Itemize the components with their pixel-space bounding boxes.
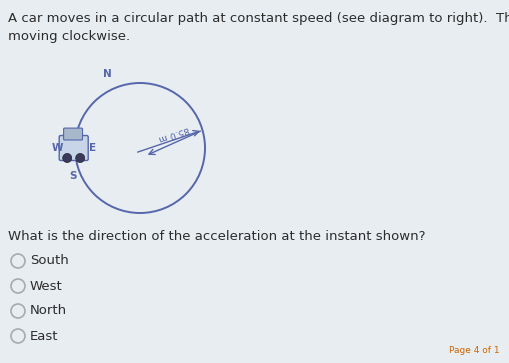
Text: moving clockwise.: moving clockwise. <box>8 30 130 43</box>
Text: South: South <box>30 254 69 268</box>
Text: Page 4 of 1: Page 4 of 1 <box>449 346 500 355</box>
Circle shape <box>63 154 72 163</box>
Text: East: East <box>30 330 59 343</box>
Text: N: N <box>103 69 112 79</box>
Text: What is the direction of the acceleration at the instant shown?: What is the direction of the acceleratio… <box>8 230 426 243</box>
Text: E: E <box>90 143 97 153</box>
FancyBboxPatch shape <box>59 135 88 160</box>
Text: 85.0 m: 85.0 m <box>157 124 190 143</box>
FancyBboxPatch shape <box>64 128 82 140</box>
Text: W: W <box>51 143 63 153</box>
Text: S: S <box>69 171 77 181</box>
Text: West: West <box>30 280 63 293</box>
Circle shape <box>76 154 84 163</box>
Text: North: North <box>30 305 67 318</box>
Text: A car moves in a circular path at constant speed (see diagram to right).  The ca: A car moves in a circular path at consta… <box>8 12 509 25</box>
